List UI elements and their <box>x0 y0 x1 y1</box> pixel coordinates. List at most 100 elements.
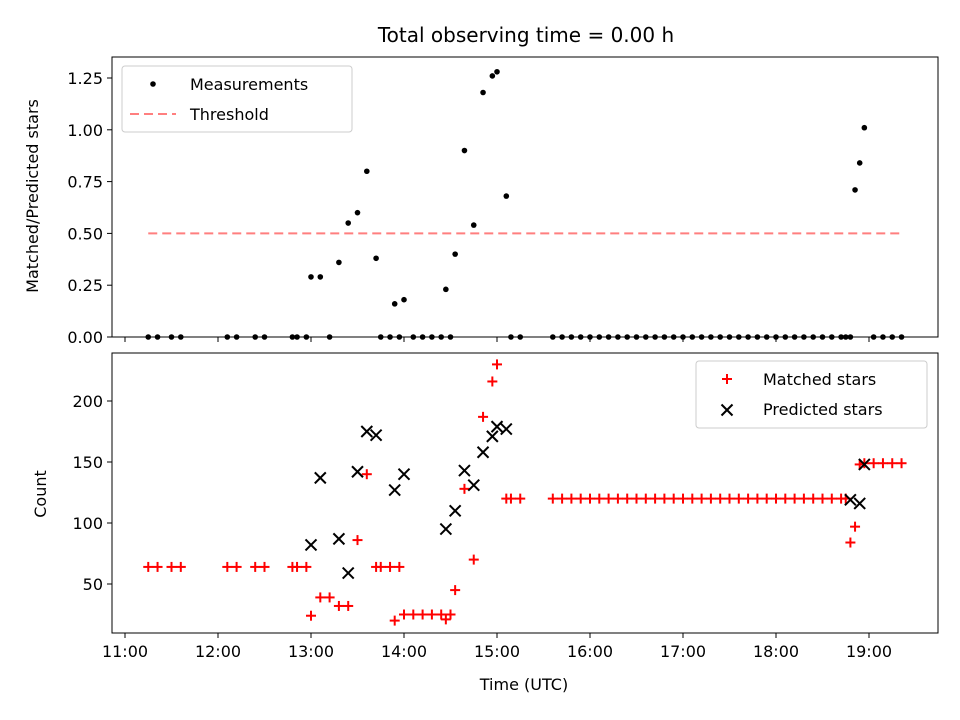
predicted-point <box>858 458 871 471</box>
matched-point <box>515 493 526 504</box>
matched-point <box>301 561 312 572</box>
matched-point <box>733 493 744 504</box>
predicted-point <box>397 467 411 481</box>
measurement-point <box>354 209 361 216</box>
x-tick-label: 19:00 <box>846 642 892 661</box>
measurement-point <box>726 334 733 340</box>
matched-point <box>896 458 907 469</box>
measurement-point <box>708 334 714 340</box>
predicted-point <box>360 425 374 438</box>
measurement-point <box>336 259 342 266</box>
matched-point <box>175 561 186 572</box>
measurement-point <box>898 334 905 340</box>
matched-point <box>231 561 242 572</box>
predicted-point <box>314 471 327 485</box>
measurement-point <box>489 73 496 79</box>
x-tick-label: 16:00 <box>567 642 613 661</box>
top-legend: Measurements Threshold <box>121 65 353 133</box>
measurement-point <box>880 334 886 340</box>
matched-point <box>361 469 372 480</box>
matched-point <box>459 483 470 494</box>
measurement-point <box>438 334 445 340</box>
measurement-point <box>470 222 477 228</box>
measurement-point <box>419 334 426 340</box>
y-tick-label: 0.25 <box>67 276 103 295</box>
predicted-point <box>369 428 383 442</box>
matched-point <box>487 376 498 387</box>
matched-point <box>678 493 688 504</box>
measurement-point <box>689 334 696 340</box>
matched-point <box>492 359 502 370</box>
measurement-point <box>782 334 789 340</box>
matched-point <box>715 493 726 504</box>
measurement-point <box>861 124 868 131</box>
measurement-point <box>596 334 603 340</box>
matched-point <box>399 609 409 620</box>
measurement-point <box>615 334 621 340</box>
measurement-point <box>410 334 417 340</box>
measurement-point <box>178 334 184 340</box>
matched-point <box>166 561 177 572</box>
predicted-point <box>490 420 504 433</box>
measurement-point <box>308 274 314 280</box>
predicted-point <box>476 446 490 459</box>
x-tick-label: 12:00 <box>195 642 241 661</box>
chart-title: Total observing time = 0.00 h <box>377 23 674 47</box>
y-tick-label: 50 <box>83 575 103 594</box>
matched-point <box>389 615 400 626</box>
matched-point <box>394 561 405 572</box>
matched-point <box>436 609 447 620</box>
legend-box <box>695 360 928 429</box>
matched-point <box>761 493 772 504</box>
measurement-point <box>717 334 723 340</box>
legend-marker-measurements <box>150 81 156 87</box>
measurement-point <box>870 334 877 340</box>
matched-point <box>724 493 735 504</box>
predicted-point <box>448 504 462 518</box>
measurement-point <box>773 334 779 340</box>
measurement-point <box>754 334 761 340</box>
y-tick-label: 150 <box>72 453 103 472</box>
measurement-point <box>605 334 612 340</box>
legend-marker-predicted <box>720 403 734 417</box>
matched-point <box>222 561 233 572</box>
measurement-point <box>661 334 668 340</box>
matched-point <box>780 493 791 504</box>
measurement-point <box>559 334 565 340</box>
predicted-point <box>458 464 471 477</box>
measurement-point <box>763 334 770 340</box>
matched-point <box>640 493 651 504</box>
x-tick-label: 15:00 <box>474 642 520 661</box>
matched-point <box>808 493 819 504</box>
measurement-point <box>480 89 486 96</box>
matched-point <box>426 609 437 620</box>
matched-point <box>375 561 386 572</box>
matched-point <box>603 493 614 504</box>
measurement-point <box>550 334 556 340</box>
measurement-point <box>633 334 640 340</box>
matched-point <box>696 493 707 504</box>
measurement-point <box>387 334 393 340</box>
matched-point <box>468 554 479 565</box>
measurement-point <box>261 334 268 340</box>
matched-point <box>868 458 879 469</box>
x-tick-label: 18:00 <box>753 642 799 661</box>
measurement-point <box>494 68 500 75</box>
measurement-point <box>889 334 896 340</box>
matched-point <box>547 493 558 504</box>
matched-point <box>575 493 586 504</box>
matched-point <box>445 609 456 620</box>
measurement-point <box>698 334 705 340</box>
matched-point <box>743 493 754 504</box>
bottom-legend: Matched stars Predicted stars <box>695 360 928 429</box>
top-y-axis-label: Matched/Predicted stars <box>23 99 42 293</box>
measurement-point <box>452 251 458 257</box>
matched-point <box>887 458 898 469</box>
predicted-point <box>844 493 857 507</box>
predicted-point <box>388 483 401 497</box>
measurement-point <box>801 334 807 340</box>
matched-point <box>594 493 605 504</box>
measurement-point <box>303 334 310 340</box>
measurement-point <box>652 334 658 340</box>
measurement-point <box>508 334 514 340</box>
